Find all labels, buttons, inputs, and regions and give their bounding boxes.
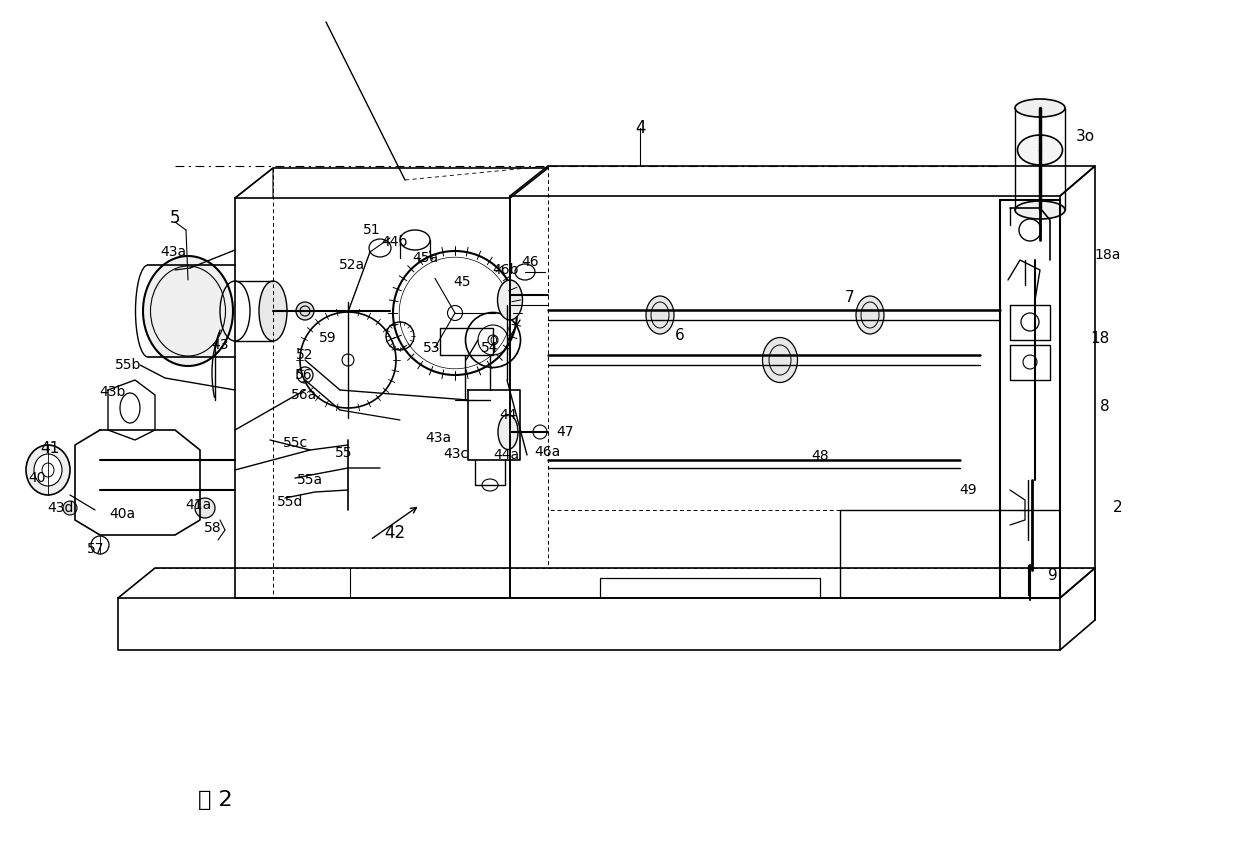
Text: 18: 18 bbox=[1090, 330, 1110, 346]
Text: 40a: 40a bbox=[109, 507, 135, 521]
Ellipse shape bbox=[259, 281, 286, 341]
Text: 43c: 43c bbox=[444, 447, 469, 461]
Text: 7: 7 bbox=[846, 290, 854, 306]
Text: 图 2: 图 2 bbox=[197, 790, 232, 810]
Text: 56: 56 bbox=[295, 368, 312, 382]
Text: 52: 52 bbox=[296, 348, 314, 362]
Text: 55c: 55c bbox=[283, 436, 308, 450]
Text: 53: 53 bbox=[423, 341, 440, 355]
Text: 45a: 45a bbox=[412, 251, 438, 265]
Text: 47: 47 bbox=[557, 425, 574, 439]
Text: 43: 43 bbox=[211, 338, 228, 352]
Text: 49: 49 bbox=[960, 483, 977, 497]
Text: 54: 54 bbox=[481, 341, 498, 355]
Ellipse shape bbox=[448, 306, 463, 321]
Text: 59: 59 bbox=[319, 331, 337, 345]
Ellipse shape bbox=[296, 302, 314, 320]
Text: 43a: 43a bbox=[160, 245, 186, 259]
Text: 56a: 56a bbox=[291, 388, 317, 402]
Text: 55d: 55d bbox=[277, 495, 304, 509]
Text: 46a: 46a bbox=[534, 445, 560, 459]
Text: 51: 51 bbox=[363, 223, 381, 237]
Ellipse shape bbox=[143, 256, 233, 366]
Ellipse shape bbox=[342, 354, 353, 366]
Text: 6: 6 bbox=[675, 328, 684, 342]
Ellipse shape bbox=[489, 335, 498, 345]
Text: 18a: 18a bbox=[1095, 248, 1121, 262]
Ellipse shape bbox=[26, 445, 69, 495]
Text: 42: 42 bbox=[384, 524, 405, 542]
Ellipse shape bbox=[646, 296, 675, 334]
Ellipse shape bbox=[63, 501, 77, 515]
Text: 8: 8 bbox=[1100, 398, 1110, 413]
Text: 41: 41 bbox=[41, 441, 60, 456]
Ellipse shape bbox=[1018, 135, 1063, 165]
Text: 43b: 43b bbox=[99, 385, 126, 399]
Text: 57: 57 bbox=[87, 542, 104, 556]
Ellipse shape bbox=[33, 454, 62, 486]
Ellipse shape bbox=[497, 280, 522, 320]
Text: 46b: 46b bbox=[492, 263, 520, 277]
Text: 44: 44 bbox=[500, 408, 517, 422]
Text: 58: 58 bbox=[205, 521, 222, 535]
Text: 9: 9 bbox=[1048, 569, 1058, 583]
Text: 43d: 43d bbox=[47, 501, 73, 515]
Text: 55: 55 bbox=[335, 446, 352, 460]
Text: 40: 40 bbox=[29, 471, 46, 485]
Ellipse shape bbox=[763, 338, 797, 383]
Text: O: O bbox=[490, 336, 497, 346]
Ellipse shape bbox=[856, 296, 884, 334]
Text: 55a: 55a bbox=[296, 473, 324, 487]
Text: 5: 5 bbox=[170, 209, 180, 227]
Ellipse shape bbox=[498, 414, 518, 449]
Text: 3o: 3o bbox=[1075, 128, 1095, 143]
Text: 43a: 43a bbox=[425, 431, 451, 445]
Text: 44a: 44a bbox=[494, 448, 520, 462]
Text: 46: 46 bbox=[521, 255, 539, 269]
Text: 44b: 44b bbox=[382, 235, 408, 249]
Text: 55b: 55b bbox=[115, 358, 141, 372]
Ellipse shape bbox=[1016, 201, 1065, 219]
Ellipse shape bbox=[195, 498, 215, 518]
Text: 41a: 41a bbox=[185, 498, 211, 512]
Text: 48: 48 bbox=[811, 449, 828, 463]
Ellipse shape bbox=[1016, 99, 1065, 117]
Text: 4: 4 bbox=[635, 119, 645, 137]
Text: 45: 45 bbox=[454, 275, 471, 289]
Text: 2: 2 bbox=[1114, 501, 1122, 515]
Text: 52a: 52a bbox=[339, 258, 365, 272]
